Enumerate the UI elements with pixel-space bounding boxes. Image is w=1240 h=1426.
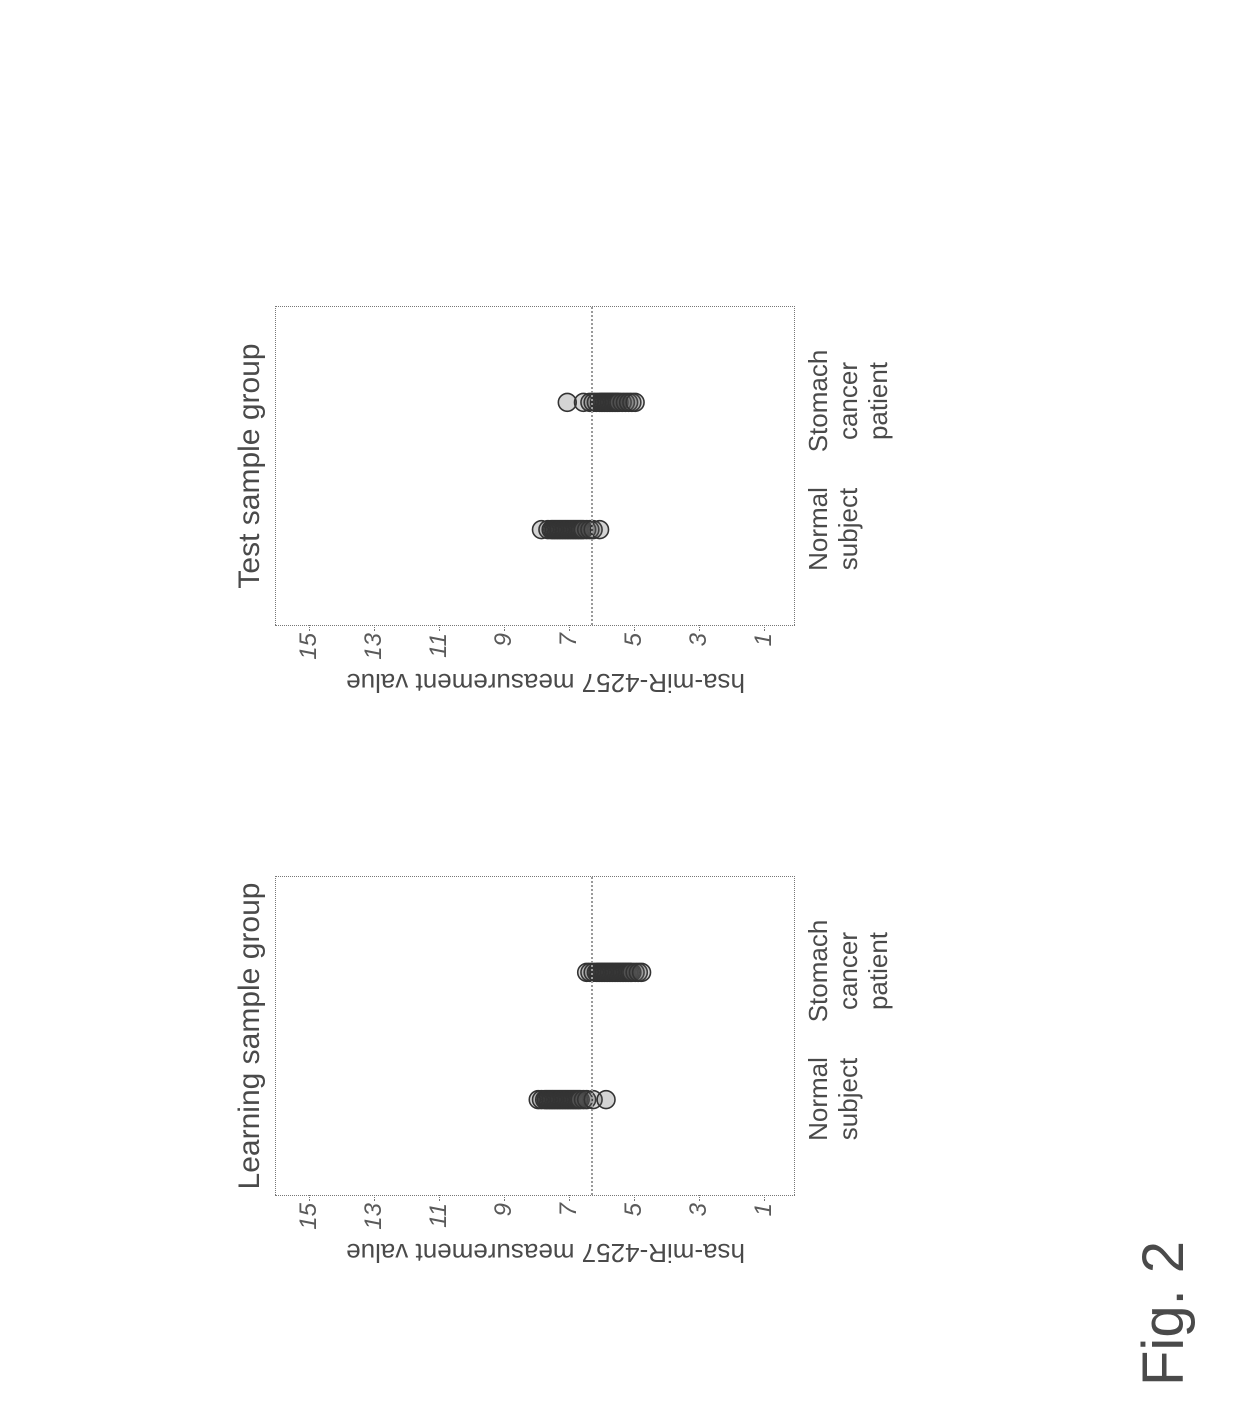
plot-area-learning: 13579111315NormalsubjectStomachcancerpat… (275, 876, 795, 1196)
ytick-mark (764, 1195, 765, 1201)
ytick-mark (309, 1195, 310, 1201)
ytick-mark (699, 1195, 700, 1201)
panel-test: Test sample group hsa-miR-4257 measureme… (275, 306, 795, 626)
data-point (633, 963, 651, 981)
panel-learning: Learning sample group hsa-miR-4257 measu… (275, 876, 795, 1196)
ytick-mark (634, 625, 635, 631)
xtick-label-normal: Normalsubject (794, 487, 864, 571)
data-point (558, 393, 576, 411)
reference-line (591, 877, 593, 1195)
ytick-mark (374, 625, 375, 631)
ytick-mark (504, 1195, 505, 1201)
panel-title-test: Test sample group (233, 306, 267, 626)
panel-title-learning: Learning sample group (233, 876, 267, 1196)
ytick-mark (439, 1195, 440, 1201)
data-point (597, 1091, 615, 1109)
y-axis-label-test: hsa-miR-4257 measurement value (346, 667, 745, 698)
ytick-mark (764, 625, 765, 631)
ytick-mark (569, 625, 570, 631)
data-point (626, 393, 644, 411)
ytick-mark (634, 1195, 635, 1201)
xtick-label-normal: Normalsubject (794, 1057, 864, 1141)
ytick-mark (374, 1195, 375, 1201)
ytick-mark (439, 625, 440, 631)
ytick-mark (569, 1195, 570, 1201)
y-axis-label-learning: hsa-miR-4257 measurement value (346, 1237, 745, 1268)
plot-area-test: 13579111315NormalsubjectStomachcancerpat… (275, 306, 795, 626)
data-point (591, 521, 609, 539)
ytick-mark (699, 625, 700, 631)
scatter-test (276, 307, 794, 625)
ytick-mark (309, 625, 310, 631)
page: Fig. 2 Learning sample group hsa-miR-425… (0, 0, 1240, 1426)
ytick-mark (504, 625, 505, 631)
scatter-learning (276, 877, 794, 1195)
xtick-label-patient: Stomachcancerpatient (794, 350, 894, 453)
figure-label: Fig. 2 (1130, 1241, 1197, 1386)
reference-line (591, 307, 593, 625)
rotated-figure: Fig. 2 Learning sample group hsa-miR-425… (0, 0, 1240, 1426)
xtick-label-patient: Stomachcancerpatient (794, 920, 894, 1023)
